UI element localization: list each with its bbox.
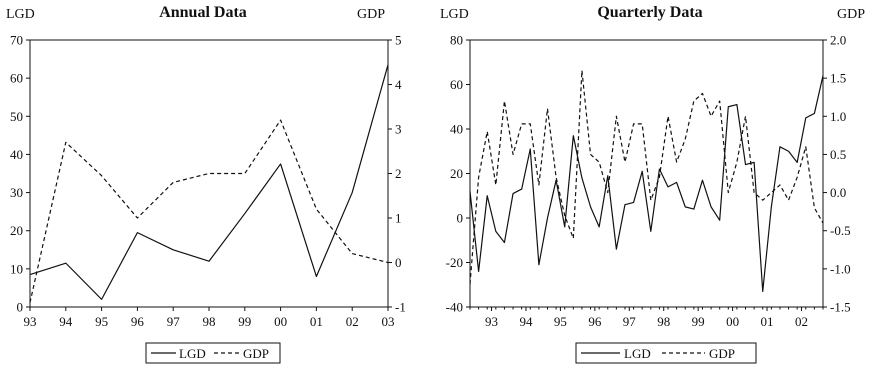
annual-left-tick-label: 0 xyxy=(17,300,24,315)
annual-left-tick-label: 40 xyxy=(10,147,23,162)
annual-x-tick-label: 00 xyxy=(274,314,287,329)
quarterly-title: Quarterly Data xyxy=(597,4,702,21)
annual-right-axis-label: GDP xyxy=(357,7,385,22)
quarterly-x-tick-label: 99 xyxy=(692,314,705,329)
quarterly-left-axis-label: LGD xyxy=(440,7,469,22)
annual-x-tick-label: 98 xyxy=(203,314,216,329)
quarterly-legend-gdp-label: GDP xyxy=(709,346,735,361)
annual-legend-box xyxy=(145,342,281,364)
quarterly-x-tick-label: 00 xyxy=(726,314,739,329)
annual-plot-frame xyxy=(29,39,389,308)
annual-right-tick-label: 3 xyxy=(395,122,402,137)
quarterly-gdp-line xyxy=(469,69,824,285)
quarterly-x-tick-label: 01 xyxy=(761,314,774,329)
annual-left-tick-label: 70 xyxy=(10,33,23,48)
annual-legend-gdp-label: GDP xyxy=(243,346,269,361)
annual-x-tick-label: 96 xyxy=(131,314,145,329)
annual-title: Annual Data xyxy=(159,4,247,21)
quarterly-left-tick-label: 40 xyxy=(450,122,463,137)
quarterly-left-axis: -40 -20 0 20 40 60 80 xyxy=(446,33,470,315)
quarterly-left-tick-label: -20 xyxy=(446,255,463,270)
annual-right-tick-label: 2 xyxy=(395,166,402,181)
quarterly-x-axis: 93 94 95 96 97 98 99 00 01 02 xyxy=(469,307,824,329)
annual-left-tick-label: 20 xyxy=(10,223,23,238)
quarterly-x-tick-label: 97 xyxy=(623,314,637,329)
annual-x-tick-label: 03 xyxy=(382,314,395,329)
quarterly-left-tick-label: 0 xyxy=(457,211,464,226)
quarterly-legend-lgd-label: LGD xyxy=(624,346,651,361)
quarterly-x-tick-label: 96 xyxy=(588,314,602,329)
quarterly-x-tick-label: 98 xyxy=(657,314,670,329)
quarterly-right-axis: -1.5 -1.0 -0.5 0.0 0.5 1.0 1.5 2.0 xyxy=(823,33,851,315)
annual-left-tick-label: 30 xyxy=(10,185,23,200)
annual-right-tick-label: 1 xyxy=(395,211,402,226)
annual-x-axis: 93 94 95 96 97 98 99 00 01 02 03 xyxy=(24,307,395,329)
quarterly-left-tick-label: 80 xyxy=(450,33,463,48)
annual-legend-lgd-label: LGD xyxy=(179,346,206,361)
annual-x-tick-label: 94 xyxy=(59,314,73,329)
quarterly-right-axis-label: GDP xyxy=(837,7,865,22)
quarterly-x-tick-label: 02 xyxy=(795,314,808,329)
annual-right-tick-label: 5 xyxy=(395,33,402,48)
annual-legend: LGD GDP xyxy=(145,342,281,364)
annual-x-tick-label: 99 xyxy=(238,314,251,329)
quarterly-right-tick-label: 0.0 xyxy=(830,185,846,200)
annual-x-tick-label: 93 xyxy=(24,314,37,329)
quarterly-right-tick-label: 1.0 xyxy=(830,109,846,124)
annual-x-tick-label: 95 xyxy=(95,314,108,329)
quarterly-left-tick-label: -40 xyxy=(446,300,463,315)
annual-right-tick-label: -1 xyxy=(395,300,406,315)
quarterly-left-tick-label: 20 xyxy=(450,166,463,181)
annual-left-tick-label: 10 xyxy=(10,261,23,276)
annual-x-tick-label: 02 xyxy=(346,314,359,329)
quarterly-x-tick-label: 94 xyxy=(519,314,533,329)
quarterly-right-tick-label: 0.5 xyxy=(830,147,846,162)
quarterly-right-tick-label: -0.5 xyxy=(830,223,851,238)
quarterly-legend: LGD GDP xyxy=(575,342,757,364)
annual-left-tick-label: 60 xyxy=(10,71,23,86)
annual-gdp-line xyxy=(29,119,389,303)
annual-right-tick-label: 0 xyxy=(395,255,402,270)
annual-left-tick-label: 50 xyxy=(10,109,23,124)
quarterly-series xyxy=(469,69,824,293)
annual-right-axis: -1 0 1 2 3 4 5 xyxy=(388,33,406,315)
annual-left-axis: 0 10 20 30 40 50 60 70 xyxy=(10,33,30,315)
quarterly-plot-frame xyxy=(469,39,824,308)
quarterly-right-tick-label: 2.0 xyxy=(830,33,846,48)
quarterly-x-tick-label: 93 xyxy=(485,314,498,329)
annual-series xyxy=(29,64,389,303)
quarterly-right-tick-label: -1.0 xyxy=(830,261,851,276)
annual-left-axis-label: LGD xyxy=(6,7,35,22)
annual-lgd-line xyxy=(29,64,389,300)
annual-right-tick-label: 4 xyxy=(395,77,402,92)
quarterly-right-tick-label: -1.5 xyxy=(830,300,851,315)
quarterly-left-tick-label: 60 xyxy=(450,77,463,92)
quarterly-lgd-line xyxy=(469,75,824,293)
annual-x-tick-label: 01 xyxy=(310,314,323,329)
quarterly-right-tick-label: 1.5 xyxy=(830,71,846,86)
quarterly-x-tick-label: 95 xyxy=(554,314,567,329)
annual-x-tick-label: 97 xyxy=(167,314,181,329)
